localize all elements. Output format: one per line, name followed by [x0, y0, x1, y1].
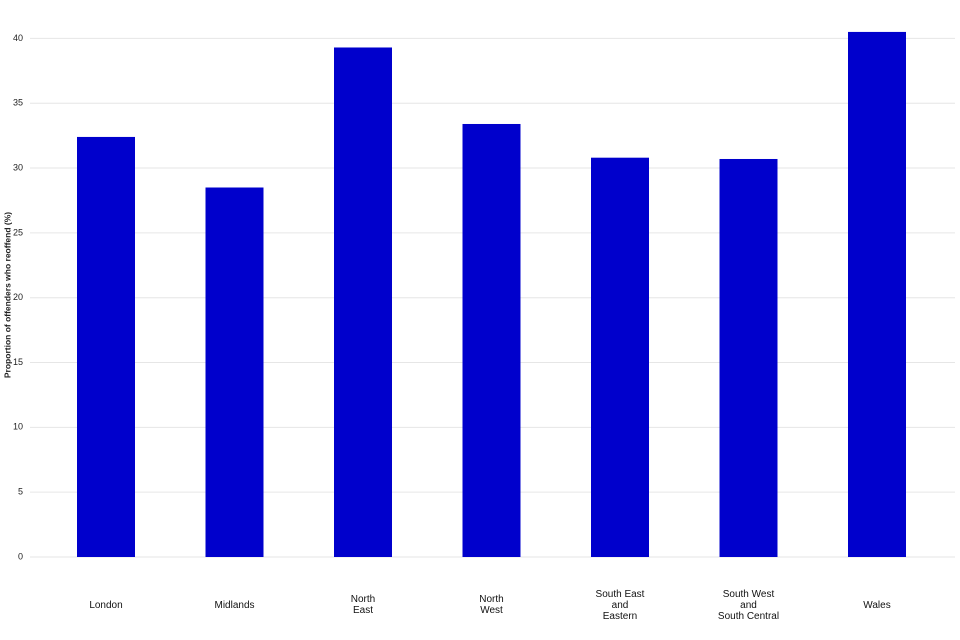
x-tick-label: South West and South Central — [717, 588, 780, 622]
x-tick-label: South East and Eastern — [595, 588, 645, 622]
bar — [719, 158, 778, 558]
y-tick-label: 0 — [18, 551, 23, 561]
bar — [334, 47, 392, 557]
y-axis-label: Proportion of offenders who reoffend (%) — [2, 212, 12, 378]
bar — [462, 123, 521, 557]
x-tick-label: London — [89, 599, 123, 611]
bar — [77, 136, 135, 557]
bar — [205, 187, 264, 557]
y-tick-label: 5 — [18, 487, 23, 497]
y-tick-label: 25 — [13, 227, 23, 237]
x-tick-label: Wales — [863, 599, 891, 611]
bar — [591, 157, 649, 557]
x-tick-label: North East — [350, 594, 376, 616]
y-tick-label: 20 — [13, 292, 23, 302]
x-tick-label: Midlands — [214, 599, 255, 611]
y-tick-label: 10 — [13, 422, 23, 432]
x-tick-label: North West — [479, 594, 504, 616]
y-tick-label: 35 — [13, 98, 23, 108]
y-tick-label: 15 — [13, 357, 23, 367]
y-tick-label: 30 — [13, 162, 23, 172]
y-tick-label: 40 — [13, 33, 23, 43]
bar — [848, 31, 906, 558]
